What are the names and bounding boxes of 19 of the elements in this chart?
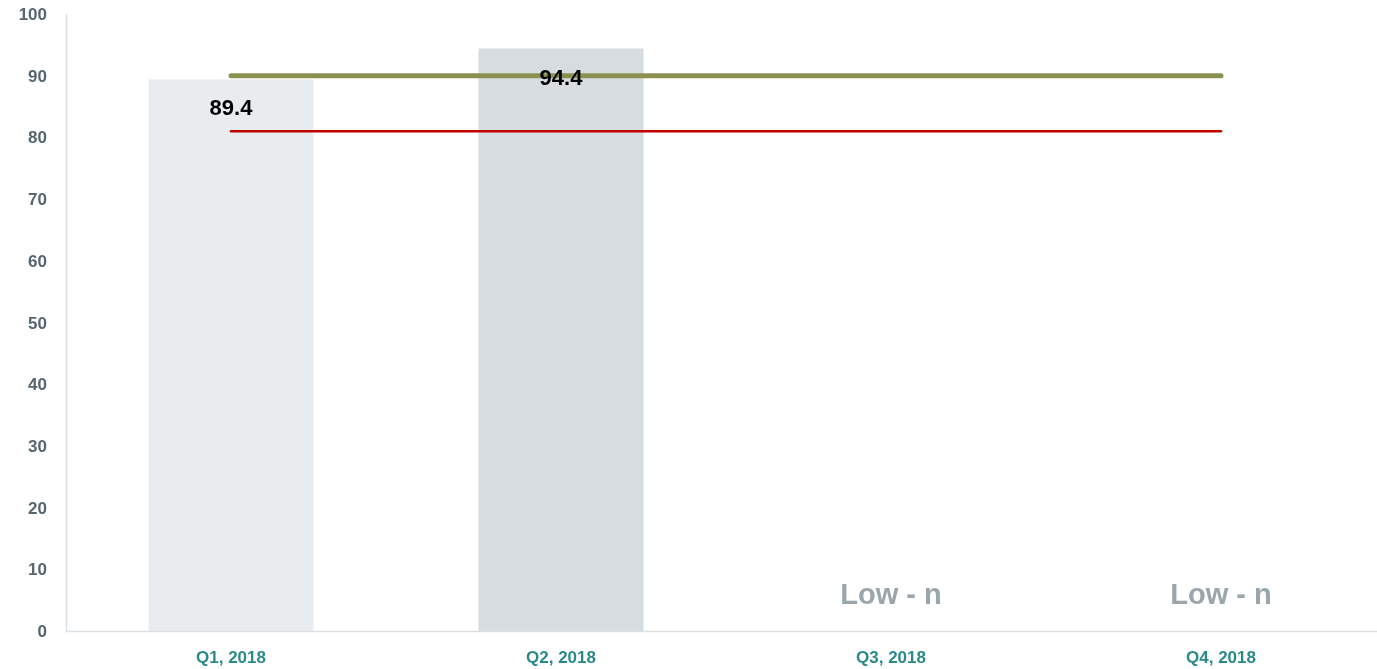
y-tick-label: 100	[18, 5, 47, 24]
y-tick-label: 90	[28, 66, 47, 86]
y-tick-label: 60	[28, 251, 47, 271]
y-tick-label: 30	[28, 436, 47, 456]
data-label: 94.4	[539, 64, 584, 90]
x-tick-label: Q2, 2018	[526, 648, 596, 667]
annotation: Low - n	[1170, 578, 1272, 610]
x-tick-label: Q4, 2018	[1186, 648, 1256, 667]
y-tick-label: 10	[28, 560, 47, 580]
annotation: Low - n	[840, 578, 942, 610]
y-tick-label: 70	[28, 190, 47, 210]
x-tick-label: Q3, 2018	[856, 648, 926, 667]
y-tick-label: 20	[28, 498, 47, 518]
y-tick-label: 80	[28, 128, 47, 148]
x-tick-label: Q1, 2018	[196, 648, 266, 667]
y-tick-label: 50	[28, 313, 47, 333]
y-tick-label: 0	[37, 622, 47, 641]
y-tick-label: 40	[28, 375, 47, 395]
data-label: 89.4	[209, 95, 254, 121]
